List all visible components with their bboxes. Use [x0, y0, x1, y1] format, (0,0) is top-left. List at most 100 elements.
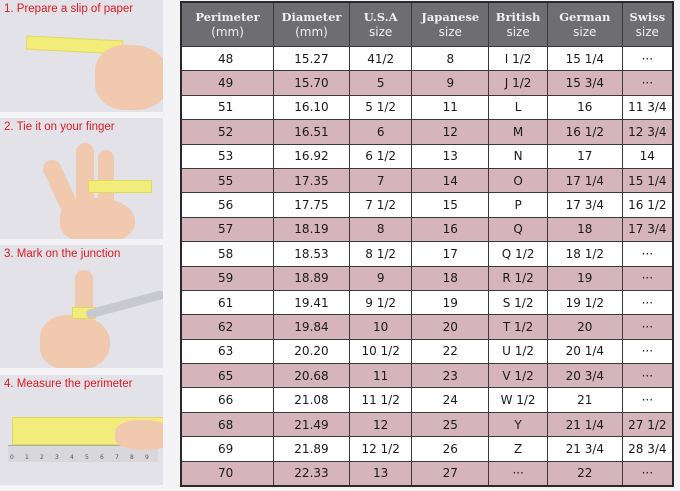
cell-japanese: 12	[411, 119, 490, 145]
cell-japanese: 15	[411, 192, 490, 218]
hand-image	[40, 315, 110, 368]
cell-perimeter: 56	[180, 192, 275, 218]
finger-image	[76, 143, 94, 213]
cell-german: 17 3/4	[546, 192, 623, 218]
cell-german: 16	[546, 94, 623, 121]
table-row: 53 16.92 6 1/2 13 N 17 14	[180, 143, 674, 169]
cell-japanese: 20	[411, 314, 490, 340]
cell-usa: 8	[348, 216, 413, 243]
table-row: 48 15.27 41/2 8 I 1/2 15 1/4 ···	[180, 45, 674, 72]
table-row: 69 21.89 12 1/2 26 Z 21 3/4 28 3/4	[180, 436, 674, 462]
cell-german: 20 3/4	[546, 363, 623, 389]
cell-british: P	[488, 192, 548, 218]
cell-usa: 7	[348, 167, 413, 194]
cell-usa: 41/2	[348, 45, 413, 72]
step-4-label: 4. Measure the perimeter	[4, 378, 133, 390]
header-german: German size	[546, 1, 623, 47]
cell-swiss: ···	[621, 387, 674, 413]
table-row: 57 18.19 8 16 Q 18 17 3/4	[180, 216, 674, 243]
cell-usa: 6	[348, 119, 413, 145]
cell-german: 21	[546, 387, 623, 413]
header-japanese: Japanese size	[411, 1, 490, 47]
header-subtitle: (mm)	[295, 24, 328, 39]
cell-usa: 10 1/2	[348, 338, 413, 365]
table-row: 70 22.33 13 27 ··· 22 ···	[180, 460, 674, 487]
cell-german: 17 1/4	[546, 167, 623, 194]
cell-swiss: ···	[621, 289, 674, 316]
cell-diameter: 21.49	[273, 411, 350, 438]
cell-diameter: 15.70	[273, 70, 350, 96]
cell-diameter: 18.19	[273, 216, 350, 243]
cell-usa: 5 1/2	[348, 94, 413, 121]
cell-german: 18	[546, 216, 623, 243]
cell-german: 21 1/4	[546, 411, 623, 438]
step-2-panel: 2. Tie it on your finger	[0, 118, 163, 239]
ruler-tick: 8	[130, 454, 134, 461]
cell-swiss: 17 3/4	[621, 216, 674, 243]
cell-japanese: 25	[411, 411, 490, 438]
cell-perimeter: 62	[180, 314, 275, 340]
cell-diameter: 16.10	[273, 94, 350, 121]
cell-japanese: 19	[411, 289, 490, 316]
cell-swiss: 12 3/4	[621, 119, 674, 145]
cell-perimeter: 55	[180, 167, 275, 194]
cell-perimeter: 51	[180, 94, 275, 121]
cell-british: J 1/2	[488, 70, 548, 96]
cell-british: Z	[488, 436, 548, 462]
table-row: 61 19.41 9 1/2 19 S 1/2 19 1/2 ···	[180, 289, 674, 316]
header-title: British	[495, 9, 541, 24]
header-usa: U.S.A size	[348, 1, 413, 47]
cell-british: N	[488, 143, 548, 169]
cell-perimeter: 69	[180, 436, 275, 462]
cell-diameter: 18.89	[273, 265, 350, 291]
cell-perimeter: 66	[180, 387, 275, 413]
step-1-panel: 1. Prepare a slip of paper	[0, 0, 163, 112]
header-diameter: Diameter (mm)	[273, 1, 350, 47]
cell-diameter: 20.20	[273, 338, 350, 365]
header-subtitle: size	[438, 24, 462, 39]
header-subtitle: size	[369, 24, 393, 39]
cell-german: 21 3/4	[546, 436, 623, 462]
table-row: 66 21.08 11 1/2 24 W 1/2 21 ···	[180, 387, 674, 413]
cell-usa: 6 1/2	[348, 143, 413, 169]
cell-swiss: ···	[621, 314, 674, 340]
cell-swiss: ···	[621, 241, 674, 267]
cell-british: O	[488, 167, 548, 194]
cell-usa: 11 1/2	[348, 387, 413, 413]
cell-british: S 1/2	[488, 289, 548, 316]
paper-strip-image	[88, 180, 152, 193]
cell-japanese: 11	[411, 94, 490, 121]
table-row: 58 18.53 8 1/2 17 Q 1/2 18 1/2 ···	[180, 241, 674, 267]
cell-british: W 1/2	[488, 387, 548, 413]
cell-diameter: 18.53	[273, 241, 350, 267]
step-3-panel: 3. Mark on the junction	[0, 245, 163, 368]
cell-swiss: ···	[621, 363, 674, 389]
cell-diameter: 22.33	[273, 460, 350, 487]
cell-diameter: 15.27	[273, 45, 350, 72]
cell-british: L	[488, 94, 548, 121]
table-row: 52 16.51 6 12 M 16 1/2 12 3/4	[180, 119, 674, 145]
header-title: Japanese	[421, 9, 480, 24]
hand-image	[95, 45, 163, 110]
table-header-row: Perimeter (mm) Diameter (mm) U.S.A size Japane…	[180, 1, 674, 47]
cell-japanese: 18	[411, 265, 490, 291]
cell-japanese: 26	[411, 436, 490, 462]
table-row: 65 20.68 11 23 V 1/2 20 3/4 ···	[180, 363, 674, 389]
ruler-tick: 2	[40, 454, 44, 461]
header-title: Swiss	[629, 9, 666, 24]
cell-swiss: 15 1/4	[621, 167, 674, 194]
header-subtitle: size	[573, 24, 597, 39]
cell-swiss: ···	[621, 460, 674, 487]
cell-usa: 11	[348, 363, 413, 389]
cell-japanese: 14	[411, 167, 490, 194]
cell-swiss: 11 3/4	[621, 94, 674, 121]
cell-perimeter: 58	[180, 241, 275, 267]
cell-german: 19 1/2	[546, 289, 623, 316]
cell-british: Q 1/2	[488, 241, 548, 267]
cell-diameter: 21.08	[273, 387, 350, 413]
step-3-label: 3. Mark on the junction	[4, 248, 121, 260]
table-row: 59 18.89 9 18 R 1/2 19 ···	[180, 265, 674, 291]
header-british: British size	[488, 1, 548, 47]
ruler-tick: 4	[70, 454, 74, 461]
ruler-tick: 0	[10, 454, 14, 461]
